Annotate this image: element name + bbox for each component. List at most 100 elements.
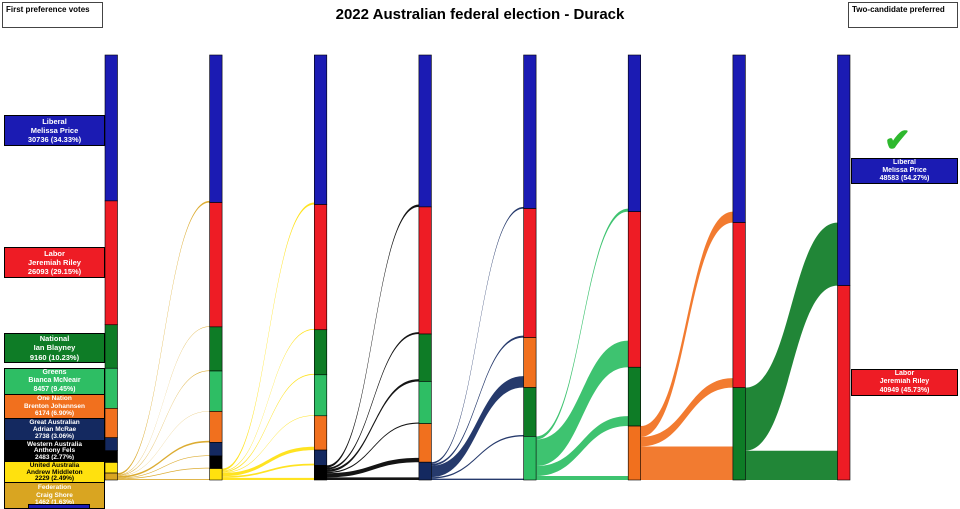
vote-count: 8457 (9.45%) [33, 385, 76, 393]
sankey-flow-UAP-to-GRN [222, 415, 315, 473]
party-name: United Australia [29, 462, 80, 469]
sankey-bar-segment-WAP [209, 455, 223, 469]
sankey-bar-segment-GRN [209, 370, 223, 412]
vote-count: 2483 (2.77%) [34, 453, 75, 460]
sankey-flow-FED-to-GRN [117, 411, 210, 477]
party-name: Labor [44, 248, 65, 258]
party-name: One Nation [37, 395, 72, 402]
sankey-bar-segment-LIB [104, 54, 118, 202]
winner-check-icon: ✔ [884, 122, 911, 158]
sankey-bar-segment-ON [209, 411, 223, 443]
sankey-bar-segment-WAP [104, 450, 118, 463]
first-preference-legend-box: First preference votes [2, 2, 103, 28]
candidate-name: Anthony Fels [33, 447, 76, 454]
sankey-flow-GRN-to-ON [536, 476, 629, 480]
sankey-bar-segment-GRN [523, 436, 537, 481]
sankey-bar-segment-LIB [418, 54, 432, 208]
candidate-name: Ian Blayney [33, 343, 76, 353]
sankey-bar-segment-LIB [523, 54, 537, 209]
candidate-name: Jeremiah Riley [879, 378, 930, 386]
vote-count: 1462 (1.63%) [34, 499, 75, 507]
two-candidate-preferred-legend-box: Two-candidate preferred [848, 2, 958, 28]
sankey-bar-segment-NAT [313, 329, 328, 376]
sankey-flow-FED-to-ALP [117, 326, 210, 476]
sankey-flow-WAP-to-ON [326, 457, 419, 478]
sankey-bar-segment-LIB [732, 54, 746, 223]
sankey-bar-segment-ALP [627, 211, 642, 368]
candidate-name: Andrew Middleton [26, 468, 83, 476]
party-name: Great Australian [29, 419, 80, 426]
sankey-flow-FED-to-UAP [117, 479, 210, 480]
candidate-name: Craig Shore [36, 491, 73, 499]
sankey-flow-UAP-to-ALP [222, 328, 315, 472]
candidate-name: Bianca McNeair [28, 377, 81, 385]
sankey-flow-NAT-to-ALP [745, 450, 838, 480]
first-pref-label-labor: Labor Jeremiah Riley 26093 (29.15%) [4, 247, 105, 278]
sankey-bar-segment-NAT [627, 366, 642, 427]
sankey-flow-FED-to-LIB [117, 200, 210, 475]
sankey-flow-GAP-to-ALP [431, 335, 524, 466]
sankey-flow-WAP-to-ALP [326, 332, 419, 470]
tcp-label-liberal: Liberal Melissa Price 48583 (54.27%) [851, 158, 958, 184]
sankey-bar-segment-NAT [732, 387, 746, 481]
party-name: Liberal [42, 116, 67, 126]
vote-count: 48583 (54.27%) [879, 175, 930, 182]
sankey-bar-segment-GRN [313, 374, 328, 417]
sankey-bar-segment-LIB [627, 54, 642, 212]
sankey-bar-segment-ALP [837, 285, 851, 481]
sankey-flow-WAP-to-NAT [326, 379, 419, 472]
sankey-flow-UAP-to-WAP [222, 477, 315, 480]
vote-count: 40949 (45.73%) [879, 386, 930, 394]
sankey-bar-segment-NAT [523, 387, 537, 437]
candidate-name: Melissa Price [30, 125, 79, 135]
sankey-bar-segment-GAP [209, 442, 223, 457]
party-name: Western Australia [27, 441, 82, 448]
sankey-flow-GAP-to-ON [431, 376, 524, 478]
sankey-bar-segment-GRN [418, 381, 432, 424]
vote-count: 6174 (6.90%) [34, 410, 75, 418]
sankey-flow-WAP-to-GAP [326, 477, 419, 480]
sankey-bar-segment-ALP [418, 206, 432, 335]
tcp-label-labor: Labor Jeremiah Riley 40949 (45.73%) [851, 369, 958, 396]
sankey-bar-segment-GAP [313, 449, 328, 466]
first-pref-label-national: National Ian Blayney 9160 (10.23%) [4, 333, 105, 363]
page-title: 2022 Australian federal election - Durac… [335, 6, 625, 23]
sankey-bar-segment-LIB [313, 54, 328, 205]
sankey-bar-segment-ON [627, 425, 642, 481]
sankey-flow-NAT-to-LIB [745, 222, 838, 451]
vote-count: 30736 (34.33%) [27, 135, 82, 145]
sankey-flow-ON-to-ALP [640, 378, 733, 447]
party-name: Liberal [893, 159, 916, 166]
candidate-name: Brenton Johannsen [23, 402, 86, 410]
candidate-name: Jeremiah Riley [28, 257, 81, 267]
sankey-bar-segment-WAP [313, 465, 328, 481]
sankey-flow-GAP-to-LIB [431, 206, 524, 464]
sankey-flow-FED-to-WAP [117, 467, 210, 480]
sankey-bar-segment-UAP [104, 462, 118, 474]
sankey-flow-ON-to-LIB [640, 211, 733, 437]
sankey-bar-segment-ON [523, 337, 537, 388]
sankey-flow-GRN-to-ALP [536, 340, 629, 467]
sankey-bar-segment-LIB [209, 54, 223, 203]
sankey-bar-segment-ON [104, 408, 118, 438]
sankey-bar-segment-UAP [209, 468, 223, 481]
sankey-flow-UAP-to-LIB [222, 202, 315, 471]
sankey-bar-segment-NAT [209, 326, 223, 372]
sankey-flow-UAP-to-GAP [222, 463, 315, 478]
party-name: Greens [42, 369, 67, 376]
sankey-bar-segment-LIB [837, 54, 851, 286]
sankey-bar-segment-GAP [104, 437, 118, 451]
sankey-bar-segment-ALP [313, 204, 328, 331]
sankey-bar-segment-FED [104, 472, 118, 481]
sankey-flow-FED-to-NAT [117, 370, 210, 476]
sankey-bar-segment-GRN [104, 367, 118, 409]
sankey-flow-UAP-to-NAT [222, 373, 315, 473]
vote-count: 26093 (29.15%) [27, 267, 82, 277]
sankey-bar-segment-ON [313, 415, 328, 451]
vote-count: 2229 (2.49%) [34, 475, 75, 483]
sankey-flow-GAP-to-GRN [431, 478, 524, 480]
party-name: Labor [894, 370, 915, 377]
sankey-flow-GRN-to-LIB [536, 208, 629, 440]
sankey-flow-UAP-to-ON [222, 446, 315, 477]
